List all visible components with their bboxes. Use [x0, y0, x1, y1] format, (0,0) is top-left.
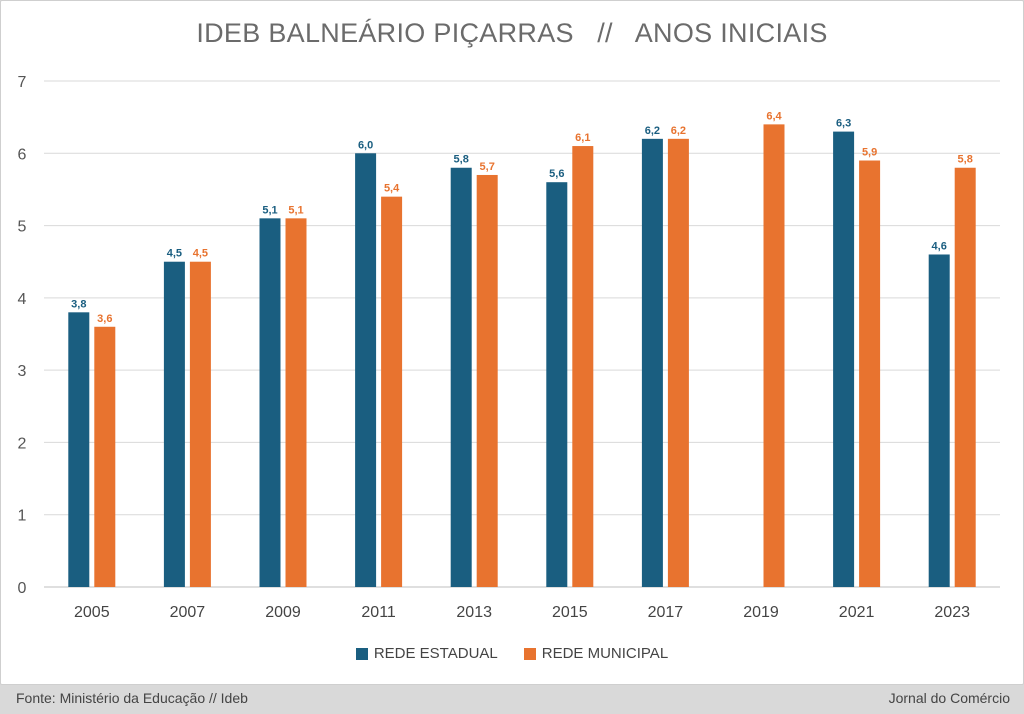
data-label: 4,5 — [193, 248, 208, 260]
legend-label-municipal: REDE MUNICIPAL — [541, 645, 669, 662]
bar — [285, 218, 307, 588]
data-label: 6,2 — [645, 125, 660, 137]
legend-swatch-municipal — [523, 647, 536, 660]
x-tick-label: 2011 — [361, 604, 396, 621]
legend: REDE ESTADUAL REDE MUNICIPAL — [0, 645, 1024, 662]
source-text: Fonte: Ministério da Educação // Ideb — [16, 690, 248, 706]
x-tick-label: 2021 — [839, 604, 875, 621]
data-label: 5,8 — [454, 154, 469, 166]
data-label: 5,6 — [549, 168, 564, 180]
data-label: 6,2 — [671, 125, 686, 137]
y-tick-label: 5 — [18, 219, 27, 236]
bar — [476, 174, 498, 587]
y-tick-label: 2 — [18, 435, 27, 452]
y-tick-label: 0 — [18, 580, 27, 597]
y-tick-label: 3 — [18, 363, 27, 380]
x-tick-label: 2019 — [743, 604, 779, 621]
data-label: 4,5 — [167, 248, 182, 260]
data-label: 5,9 — [862, 147, 877, 159]
legend-item-estadual: REDE ESTADUAL — [355, 645, 498, 662]
legend-item-municipal: REDE MUNICIPAL — [523, 645, 669, 662]
data-label: 5,7 — [480, 161, 495, 173]
bar — [355, 153, 377, 588]
bar — [163, 261, 185, 587]
bar — [859, 160, 881, 587]
y-tick-label: 4 — [18, 291, 27, 308]
bar — [94, 326, 116, 587]
bar — [928, 254, 950, 587]
data-label: 5,4 — [384, 183, 400, 195]
data-label: 6,0 — [358, 139, 373, 151]
footer: Fonte: Ministério da Educação // Ideb Jo… — [0, 686, 1024, 714]
data-label: 6,4 — [766, 110, 782, 122]
data-label: 3,8 — [71, 298, 86, 310]
bar — [450, 167, 472, 587]
bar — [381, 196, 403, 587]
data-label: 3,6 — [97, 313, 112, 325]
y-tick-label: 7 — [18, 74, 27, 91]
bar — [68, 312, 90, 587]
y-tick-label: 1 — [18, 508, 27, 525]
x-tick-label: 2017 — [648, 604, 684, 621]
bar-chart: 0 1 2 3 4 5 6 7 2005 3,8 3,6 2007 4,5 4,5 2009 5,1 5,1 20… — [18, 74, 1000, 621]
data-label: 6,3 — [836, 118, 851, 130]
credit-text: Jornal do Comércio — [888, 690, 1010, 706]
x-tick-label: 2013 — [456, 604, 492, 621]
bar — [954, 167, 976, 587]
x-tick-label: 2023 — [934, 604, 970, 621]
bar — [833, 131, 855, 587]
data-label: 5,8 — [958, 154, 973, 166]
data-label: 6,1 — [575, 132, 590, 144]
bar — [667, 138, 689, 588]
legend-swatch-estadual — [355, 647, 368, 660]
x-tick-label: 2009 — [265, 604, 301, 621]
bar — [572, 146, 594, 588]
legend-label-estadual: REDE ESTADUAL — [373, 645, 498, 662]
x-tick-label: 2007 — [170, 604, 206, 621]
x-tick-label: 2005 — [74, 604, 110, 621]
chart-title: IDEB BALNEÁRIO PIÇARRAS // ANOS INICIAIS — [196, 18, 828, 48]
bar — [189, 261, 211, 587]
x-tick-label: 2015 — [552, 604, 588, 621]
y-tick-label: 6 — [18, 146, 27, 163]
bar — [546, 182, 568, 587]
bar — [763, 124, 785, 587]
bar — [641, 138, 663, 588]
data-label: 4,6 — [932, 240, 947, 252]
data-label: 5,1 — [262, 204, 277, 216]
data-label: 5,1 — [288, 204, 303, 216]
bar — [259, 218, 281, 588]
